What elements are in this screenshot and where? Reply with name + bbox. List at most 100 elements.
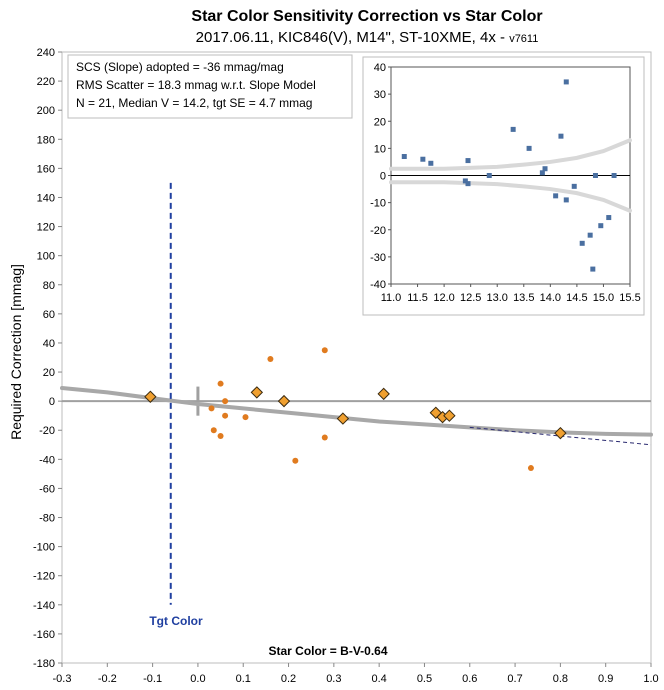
y-axis-ticks: -180 -160 -140 -120 -100 -80 -60 -40 -20 0 20 40 60 8… xyxy=(33,47,62,670)
check-star-points xyxy=(208,347,534,472)
x-tick-label: 0.4 xyxy=(372,673,387,685)
inset-x-tick-label: 14.5 xyxy=(566,292,587,304)
chart-subtitle: 2017.06.11, KIC846(V), M14", ST-10XME, 4… xyxy=(196,29,539,46)
inset-y-tick-label: 10 xyxy=(374,143,386,155)
y-tick-label: 200 xyxy=(37,105,55,117)
annotation-line-1: SCS (Slope) adopted = -36 mmag/mag xyxy=(76,60,284,74)
inset-data-point xyxy=(486,173,492,178)
inset-x-tick-label: 15.5 xyxy=(619,292,640,304)
inset-y-tick-label: 40 xyxy=(374,62,386,74)
x-tick-label: 0.6 xyxy=(462,673,477,685)
diamond-point xyxy=(144,390,157,403)
inset-data-point xyxy=(558,133,564,139)
inset-x-tick-label: 15.0 xyxy=(593,292,614,304)
y-tick-label: 0 xyxy=(49,396,55,408)
inset-y-tick-label: -10 xyxy=(370,198,386,210)
chart-subtitle-version: v7611 xyxy=(509,33,538,45)
y-tick-label: 100 xyxy=(37,251,55,263)
x-tick-label: 0.5 xyxy=(417,673,432,685)
y-tick-label: -140 xyxy=(33,600,55,612)
inset-data-point xyxy=(465,158,471,164)
x-tick-label: 0.2 xyxy=(281,673,296,685)
inset-data-point xyxy=(526,145,532,151)
x-tick-label: 0.8 xyxy=(553,673,568,685)
data-point xyxy=(210,427,217,434)
inset-data-point xyxy=(428,160,434,166)
x-tick-label: 1.0 xyxy=(643,673,658,685)
inset-x-tick-label: 11.0 xyxy=(381,292,402,304)
inset-envelope-upper xyxy=(389,138,632,171)
x-tick-label: 0.0 xyxy=(190,673,205,685)
inset-envelope-lower xyxy=(389,180,632,213)
diamond-point xyxy=(443,409,456,422)
inset-data-point xyxy=(462,178,468,184)
y-tick-label: 140 xyxy=(37,192,55,204)
stats-annotation-box: SCS (Slope) adopted = -36 mmag/mag RMS S… xyxy=(67,54,353,119)
inset-data-point xyxy=(587,232,593,238)
x-axis-ticks: -0.3 -0.2 -0.1 0.0 0.1 0.2 0.3 0.4 0.5 0.6 0.7 0.8 0… xyxy=(53,663,659,685)
inset-data-point xyxy=(579,240,585,246)
annotation-line-2: RMS Scatter = 18.3 mmag w.r.t. Slope Mod… xyxy=(76,78,316,92)
inset-data-point xyxy=(465,181,471,187)
chart-title: Star Color Sensitivity Correction vs Sta… xyxy=(191,8,542,25)
diamond-point xyxy=(377,387,390,401)
inset-y-tick-label: -30 xyxy=(370,252,386,264)
main-plot-border xyxy=(61,51,652,664)
x-axis-label: Star Color = B-V-0.64 xyxy=(268,644,387,658)
y-tick-label: 220 xyxy=(37,76,55,88)
data-point xyxy=(292,457,299,464)
y-tick-label: 80 xyxy=(43,280,55,292)
y-tick-label: -20 xyxy=(39,425,55,437)
inset-data-point xyxy=(611,173,617,178)
data-point xyxy=(321,347,328,354)
data-point xyxy=(222,412,229,419)
inset-data-point xyxy=(571,183,577,189)
inset-data-point xyxy=(420,156,426,162)
data-point xyxy=(222,398,229,405)
y-tick-label: 180 xyxy=(37,134,55,146)
inset-data-point xyxy=(539,170,545,176)
inset-y-tick-label: -20 xyxy=(370,225,386,237)
inset-data-point xyxy=(510,126,516,132)
inset-x-tick-label: 14.0 xyxy=(540,292,561,304)
y-tick-label: 40 xyxy=(43,338,55,350)
inset-y-tick-label: -40 xyxy=(370,279,386,291)
y-tick-label: -60 xyxy=(39,483,55,495)
y-tick-label: -120 xyxy=(33,571,55,583)
inset-y-tick-label: 20 xyxy=(374,116,386,128)
annotation-line-3: N = 21, Median V = 14.2, tgt SE = 4.7 mm… xyxy=(76,96,312,110)
data-point xyxy=(242,414,249,421)
inset-data-point xyxy=(606,215,612,221)
inset-data-point xyxy=(401,154,407,160)
y-tick-label: -160 xyxy=(33,629,55,641)
inset-residual-points xyxy=(401,79,617,272)
diamond-point xyxy=(250,386,264,399)
inset-data-point xyxy=(563,197,569,203)
inset-y-axis-ticks: -40 -30 -20 -10 0 10 20 30 40 xyxy=(370,62,391,291)
inset-error-envelope xyxy=(389,138,632,213)
x-tick-label: 0.3 xyxy=(326,673,341,685)
inset-x-tick-label: 11.5 xyxy=(407,292,428,304)
y-tick-label: 240 xyxy=(37,47,55,59)
x-tick-label: 0.1 xyxy=(236,673,251,685)
data-point xyxy=(527,465,534,472)
inset-data-point xyxy=(553,193,559,199)
inset-data-point xyxy=(590,266,596,272)
inset-data-point xyxy=(542,166,548,172)
inset-x-tick-label: 13.5 xyxy=(513,292,534,304)
data-point xyxy=(267,355,274,362)
target-color-label: Tgt Color xyxy=(149,614,203,628)
x-tick-label: -0.2 xyxy=(98,673,117,685)
inset-chart: -40 -30 -20 -10 0 10 20 30 40 11.0 11.5 12.0 12.5 13… xyxy=(362,56,645,316)
inset-data-point xyxy=(592,173,598,178)
y-tick-label: -40 xyxy=(39,454,55,466)
data-point xyxy=(217,380,224,387)
inset-x-axis-ticks: 11.0 11.5 12.0 12.5 13.0 13.5 14.0 14.5 15.0 15.5 xyxy=(381,284,641,304)
model-curve xyxy=(60,386,653,437)
y-tick-label: -100 xyxy=(33,542,55,554)
x-tick-label: 0.9 xyxy=(598,673,613,685)
y-tick-label: -180 xyxy=(33,658,55,670)
chart-subtitle-main: 2017.06.11, KIC846(V), M14", ST-10XME, 4… xyxy=(196,29,510,46)
data-point xyxy=(217,433,224,440)
